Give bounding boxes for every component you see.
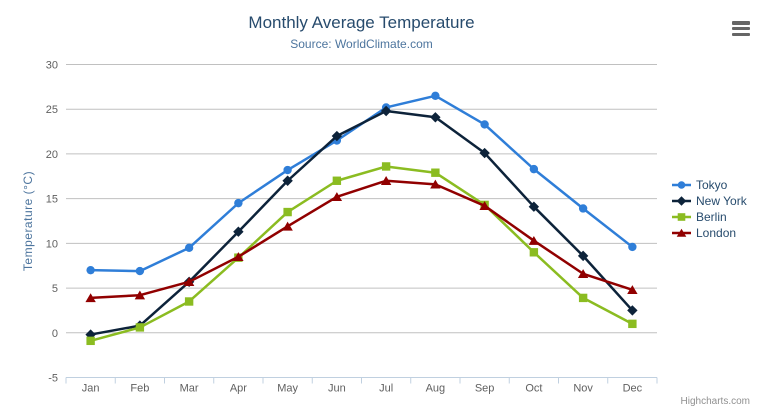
legend-item-tokyo[interactable]: Tokyo (672, 177, 747, 193)
data-point[interactable] (479, 147, 490, 159)
legend-symbol (672, 196, 691, 206)
data-point[interactable] (283, 165, 292, 175)
data-point[interactable] (331, 192, 343, 202)
y-tick-label: 5 (52, 283, 58, 295)
data-point[interactable] (332, 176, 342, 185)
data-point[interactable] (331, 130, 343, 142)
x-tick-label: Mar (180, 383, 199, 395)
series-line[interactable] (89, 94, 634, 273)
series-line[interactable] (89, 179, 634, 300)
data-point[interactable] (381, 162, 391, 171)
data-point[interactable] (184, 297, 194, 306)
data-point[interactable] (627, 305, 638, 316)
x-tick-label: Oct (525, 383, 542, 395)
y-tick-label: 10 (46, 238, 58, 250)
series-london (85, 176, 638, 303)
legend-item-label: London (696, 226, 737, 240)
data-point[interactable] (627, 285, 638, 295)
data-point[interactable] (431, 168, 440, 177)
y-tick-label: 15 (46, 194, 58, 206)
data-point[interactable] (135, 266, 145, 276)
x-tick-label: Sep (475, 383, 495, 395)
data-point[interactable] (283, 207, 292, 217)
data-point[interactable] (380, 176, 392, 185)
data-point[interactable] (86, 336, 95, 346)
legend-item-label: Berlin (696, 210, 727, 224)
y-tick-label: -5 (48, 373, 58, 385)
legend-item-label: New York (696, 194, 747, 208)
highcharts-credit[interactable]: Highcharts.com (680, 396, 750, 407)
data-point[interactable] (480, 120, 489, 129)
legend-symbol-marker[interactable] (677, 181, 686, 189)
data-point[interactable] (135, 323, 145, 332)
legend-symbol-marker[interactable] (676, 196, 687, 206)
x-tick-label: Jun (328, 383, 346, 395)
legend: Tokyo New York Berlin London (672, 177, 747, 241)
data-point[interactable] (234, 198, 243, 208)
x-tick-label: Feb (130, 383, 149, 395)
data-point[interactable] (380, 105, 392, 117)
y-tick-label: 20 (46, 149, 58, 161)
data-point[interactable] (628, 319, 637, 329)
data-point[interactable] (134, 290, 146, 300)
legend-item-berlin[interactable]: Berlin (672, 209, 747, 225)
data-point[interactable] (184, 243, 194, 253)
legend-symbol-marker[interactable] (676, 228, 687, 237)
data-point[interactable] (628, 242, 637, 252)
export-menu-button[interactable] (732, 20, 750, 37)
data-point[interactable] (528, 235, 540, 245)
legend-symbol (672, 181, 691, 189)
legend-item-new-york[interactable]: New York (672, 193, 747, 209)
y-tick-label: 30 (46, 60, 58, 72)
legend-item-london[interactable]: London (672, 225, 747, 241)
data-point[interactable] (431, 91, 440, 101)
legend-symbol (672, 213, 691, 221)
chart-subtitle: Source: WorldClimate.com (290, 37, 433, 51)
x-tick-label: Aug (426, 383, 446, 395)
data-point[interactable] (528, 201, 540, 212)
data-point[interactable] (430, 179, 441, 189)
x-tick-label: Jul (379, 383, 393, 395)
legend-symbol-marker[interactable] (677, 213, 686, 221)
data-point[interactable] (479, 201, 490, 210)
data-point[interactable] (183, 277, 195, 287)
x-tick-label: Apr (230, 383, 247, 395)
series-line[interactable] (89, 109, 634, 336)
data-point[interactable] (578, 293, 588, 303)
legend-item-label: Tokyo (696, 178, 728, 192)
x-tick-label: Jan (82, 383, 100, 395)
hamburger-icon (732, 32, 750, 36)
hamburger-icon (732, 26, 750, 31)
data-point[interactable] (430, 112, 441, 123)
series-new-york (85, 105, 638, 340)
chart-title: Monthly Average Temperature (248, 13, 475, 32)
y-axis-title: Temperature (°C) (21, 170, 35, 272)
data-point[interactable] (233, 252, 244, 261)
data-point[interactable] (86, 265, 95, 275)
x-tick-label: May (277, 383, 298, 395)
x-tick-label: Dec (623, 383, 643, 395)
y-tick-label: 25 (46, 104, 58, 116)
data-point[interactable] (578, 204, 588, 213)
series-line[interactable] (89, 165, 634, 343)
data-point[interactable] (282, 175, 293, 186)
data-point[interactable] (233, 226, 244, 237)
x-tick-label: Nov (573, 383, 593, 395)
hamburger-icon (732, 21, 750, 25)
series-tokyo (86, 91, 637, 276)
y-tick-label: 0 (52, 328, 58, 340)
data-point[interactable] (529, 248, 539, 257)
data-point[interactable] (577, 269, 589, 278)
data-point[interactable] (282, 221, 293, 231)
legend-symbol (672, 228, 691, 237)
data-point[interactable] (577, 250, 589, 262)
data-point[interactable] (85, 293, 96, 303)
data-point[interactable] (529, 164, 539, 174)
